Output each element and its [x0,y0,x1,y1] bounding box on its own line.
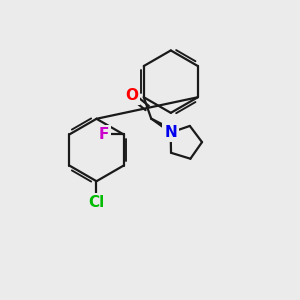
Text: N: N [164,125,177,140]
Text: Cl: Cl [88,195,105,210]
Text: O: O [125,88,138,103]
Text: F: F [99,127,110,142]
